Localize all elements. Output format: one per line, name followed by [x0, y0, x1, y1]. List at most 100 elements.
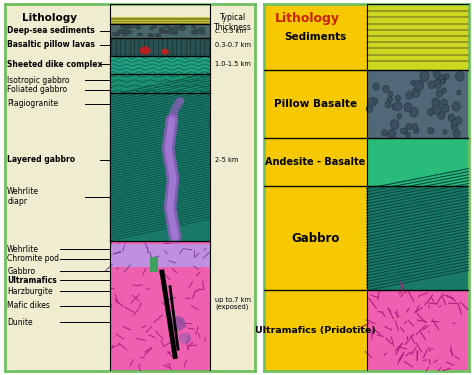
Ellipse shape	[112, 32, 119, 36]
Ellipse shape	[413, 128, 419, 134]
Ellipse shape	[428, 128, 434, 134]
Text: Wehrlite: Wehrlite	[7, 245, 39, 254]
Bar	[367, 4, 469, 70]
Ellipse shape	[434, 70, 440, 78]
Ellipse shape	[179, 333, 191, 344]
Ellipse shape	[428, 108, 434, 115]
Text: Mafic dikes: Mafic dikes	[7, 302, 50, 310]
Text: Pillow Basalte: Pillow Basalte	[274, 99, 357, 109]
Ellipse shape	[395, 95, 401, 101]
Text: Andesite - Basalte: Andesite - Basalte	[265, 157, 365, 167]
Text: Gabbro: Gabbro	[7, 267, 36, 276]
Text: Plagiogranite: Plagiogranite	[7, 99, 58, 108]
Ellipse shape	[440, 80, 445, 84]
Ellipse shape	[438, 76, 446, 84]
Ellipse shape	[432, 104, 441, 114]
Ellipse shape	[456, 72, 464, 81]
Ellipse shape	[159, 27, 164, 30]
Text: Ultramafics (Pridotite): Ultramafics (Pridotite)	[255, 326, 376, 335]
Bar	[367, 70, 469, 138]
Ellipse shape	[392, 104, 398, 110]
Ellipse shape	[139, 46, 151, 54]
Bar	[150, 257, 157, 272]
Ellipse shape	[442, 88, 447, 93]
Ellipse shape	[382, 130, 387, 136]
Ellipse shape	[432, 98, 439, 106]
Text: Foliated gabbro: Foliated gabbro	[7, 85, 67, 94]
Ellipse shape	[401, 128, 405, 133]
Ellipse shape	[179, 24, 185, 28]
Text: 2-5 km: 2-5 km	[215, 157, 238, 163]
Ellipse shape	[159, 30, 165, 33]
Ellipse shape	[168, 27, 173, 30]
Ellipse shape	[451, 119, 458, 126]
Ellipse shape	[438, 111, 445, 119]
Ellipse shape	[391, 120, 399, 129]
Ellipse shape	[367, 98, 375, 106]
Ellipse shape	[437, 90, 443, 97]
Ellipse shape	[167, 31, 173, 34]
Ellipse shape	[452, 102, 460, 111]
Ellipse shape	[373, 83, 379, 90]
Ellipse shape	[173, 32, 178, 35]
Text: Lithology: Lithology	[22, 13, 77, 23]
Ellipse shape	[164, 30, 168, 33]
Ellipse shape	[406, 132, 410, 137]
Text: Sediments: Sediments	[284, 32, 346, 42]
Ellipse shape	[149, 27, 153, 30]
Ellipse shape	[366, 105, 373, 112]
Ellipse shape	[122, 32, 129, 36]
Ellipse shape	[412, 123, 418, 130]
Ellipse shape	[123, 28, 129, 32]
Ellipse shape	[428, 81, 435, 88]
Ellipse shape	[453, 129, 460, 137]
Ellipse shape	[123, 26, 128, 29]
Text: 1.0-1.5 km: 1.0-1.5 km	[215, 62, 251, 68]
Text: Basaltic pillow lavas: Basaltic pillow lavas	[7, 40, 95, 50]
Ellipse shape	[125, 25, 130, 28]
Ellipse shape	[120, 25, 126, 28]
Ellipse shape	[415, 80, 424, 90]
Text: Lithology: Lithology	[274, 12, 339, 25]
Ellipse shape	[448, 114, 455, 122]
Ellipse shape	[164, 26, 169, 28]
Ellipse shape	[170, 28, 178, 33]
Bar	[110, 241, 210, 371]
Ellipse shape	[199, 31, 205, 34]
Ellipse shape	[457, 90, 461, 95]
Text: Deep-sea sediments: Deep-sea sediments	[7, 27, 95, 36]
Ellipse shape	[194, 29, 198, 31]
Ellipse shape	[174, 26, 178, 28]
Ellipse shape	[388, 92, 393, 97]
Ellipse shape	[161, 49, 169, 54]
Ellipse shape	[138, 33, 143, 36]
Text: 0.3-0.7 km: 0.3-0.7 km	[215, 42, 251, 48]
Text: Dunite: Dunite	[7, 318, 33, 327]
Ellipse shape	[394, 102, 402, 111]
Ellipse shape	[199, 27, 205, 31]
Bar	[110, 244, 210, 267]
Text: Isotropic gabbro: Isotropic gabbro	[7, 76, 70, 85]
Ellipse shape	[451, 118, 458, 125]
Ellipse shape	[442, 74, 447, 79]
Bar	[367, 138, 469, 186]
Ellipse shape	[455, 117, 462, 124]
Bar	[110, 93, 210, 241]
Ellipse shape	[371, 98, 378, 105]
Text: up to.7 km
(exposed): up to.7 km (exposed)	[215, 297, 251, 310]
Ellipse shape	[397, 114, 402, 119]
Ellipse shape	[129, 26, 133, 28]
Ellipse shape	[119, 30, 125, 33]
Ellipse shape	[172, 30, 177, 33]
Bar	[110, 16, 210, 24]
Bar	[367, 290, 469, 371]
Ellipse shape	[179, 27, 185, 31]
Ellipse shape	[406, 92, 412, 99]
Ellipse shape	[148, 33, 154, 37]
Ellipse shape	[118, 29, 125, 34]
Ellipse shape	[137, 27, 140, 29]
Ellipse shape	[383, 86, 389, 92]
Ellipse shape	[443, 130, 447, 134]
Ellipse shape	[135, 25, 140, 28]
Ellipse shape	[191, 26, 196, 28]
